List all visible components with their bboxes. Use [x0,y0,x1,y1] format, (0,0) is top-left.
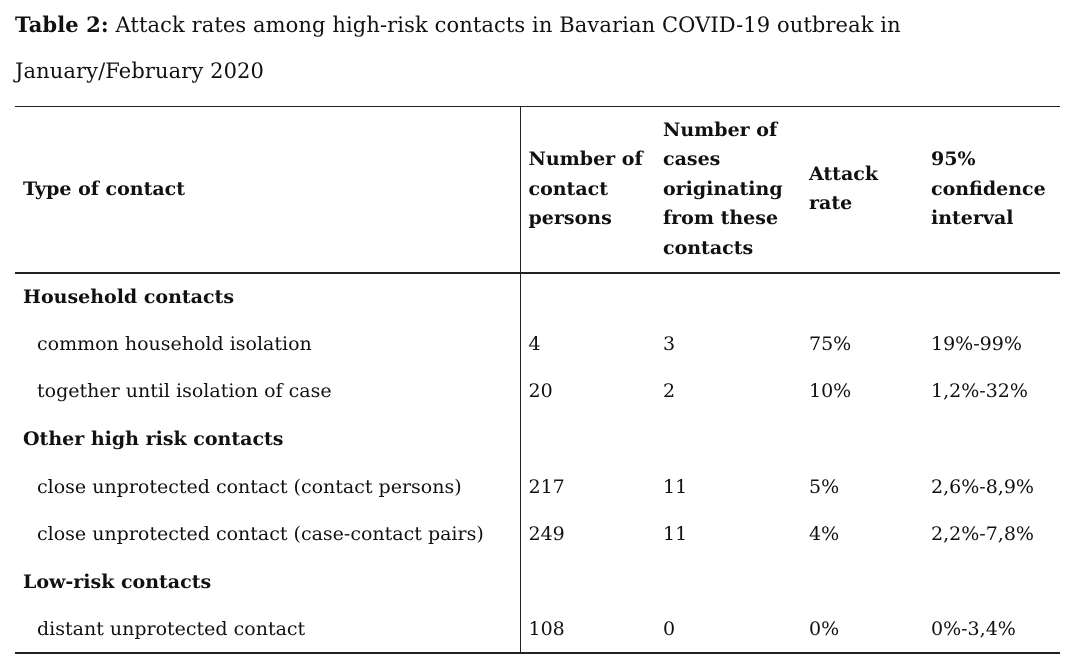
cell-cases [655,273,801,321]
row-label: Household contacts [23,285,235,308]
caption-text: Attack rates among high-risk contacts in… [15,13,901,83]
cell-persons [519,558,655,606]
row-label: Other high risk contacts [23,428,284,451]
cell-ci: 19%-99% [931,332,1022,355]
table-row-group: Low-risk contacts [15,558,1060,606]
table-row-group: Other high risk contacts [15,415,1060,463]
row-label: Low-risk contacts [23,570,212,593]
cell-ci [923,558,1060,606]
header-number-of-cases: Number of cases originating from these c… [655,106,801,274]
cell-persons [519,272,655,321]
table-row: distant unprotected contact 108 0 0% 0%-… [15,605,1060,655]
row-label: common household isolation [37,332,312,355]
cell-cases: 0 [655,605,801,655]
cell-persons: 4 [519,320,655,368]
cell-ci: 2,6%-8,9% [931,475,1034,498]
cell-persons: 249 [519,510,655,559]
cell-persons [519,415,655,463]
table-row: close unprotected contact (contact perso… [15,462,1060,511]
header-confidence-interval: 95% confidence interval [923,106,1060,274]
cell-ci: 0%-3,4% [923,605,1060,655]
cell-ci [923,273,1060,321]
cell-ci: 1,2%-32% [931,380,1028,403]
cell-cases: 11 [663,475,688,498]
header-row: Type of contact Number of contact person… [15,106,1060,274]
cell-rate: 4% [809,523,840,546]
row-label: together until isolation of case [37,380,332,403]
cell-rate: 10% [809,380,852,403]
cell-rate [801,558,923,606]
cell-cases [655,558,801,606]
row-label: distant unprotected contact [15,605,520,655]
table-row-group: Household contacts [15,272,1060,321]
cell-rate [801,273,923,321]
table-row: common household isolation 4 3 75% 19%-9… [15,320,1060,368]
cell-ci [923,415,1060,463]
cell-rate: 0% [801,605,923,655]
cell-ci: 2,2%-7,8% [931,523,1034,546]
row-label: close unprotected contact (case-contact … [37,523,484,546]
cell-rate: 5% [809,475,840,498]
cell-persons: 108 [519,605,655,655]
row-label: close unprotected contact (contact perso… [37,475,462,498]
attack-rates-table: Type of contact Number of contact person… [15,106,1060,655]
header-number-of-contact-persons: Number of contact persons [519,106,655,274]
cell-cases: 2 [663,380,676,403]
cell-rate [801,415,923,463]
cell-cases: 3 [663,332,676,355]
table-row: close unprotected contact (case-contact … [15,510,1060,559]
header-attack-rate: Attack rate [801,106,923,274]
table-caption: Table 2: Attack rates among high-risk co… [15,2,1065,94]
cell-cases: 11 [663,523,688,546]
header-type-of-contact: Type of contact [15,106,520,274]
cell-cases [655,415,801,463]
caption-label: Table 2: [15,12,109,37]
cell-persons: 217 [519,462,655,511]
cell-rate: 75% [809,332,852,355]
table-row: together until isolation of case 20 2 10… [15,367,1060,416]
cell-persons: 20 [519,367,655,416]
